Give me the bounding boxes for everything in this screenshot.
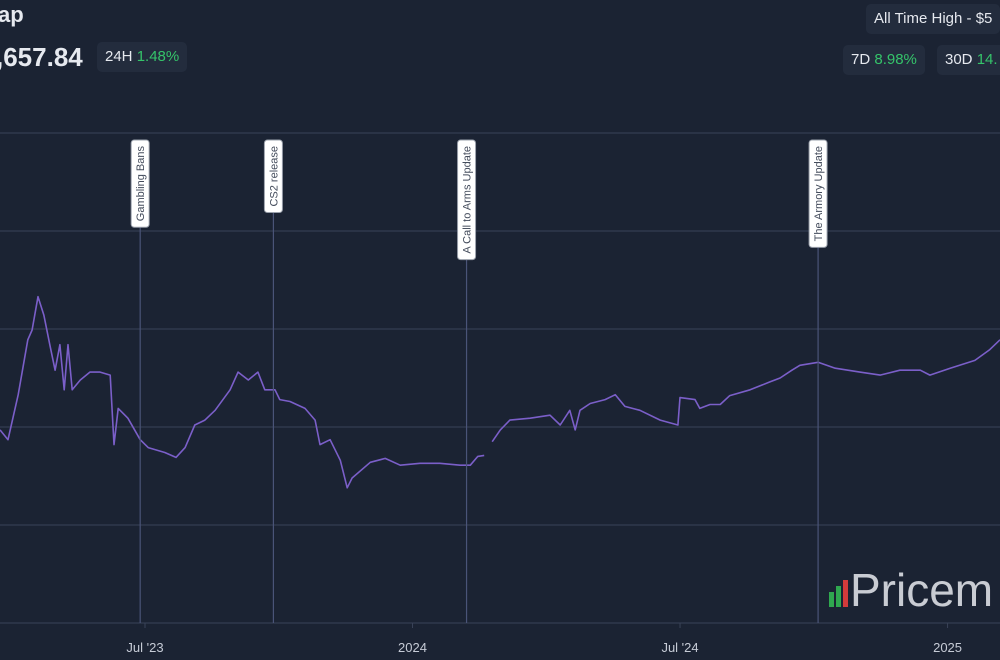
annotation-label: The Armory Update — [813, 146, 825, 241]
chip-30d: 30D 14. — [937, 45, 1000, 75]
chip-value: 1.48% — [136, 48, 180, 65]
icon-bar — [829, 592, 834, 607]
x-tick-label: Jul '23 — [126, 640, 163, 655]
annotation-label: Gambling Bans — [135, 146, 147, 222]
x-tick-label: 2025 — [933, 640, 962, 655]
chip-ath: All Time High - $5 — [866, 4, 1000, 34]
annotation-box — [130, 139, 150, 228]
icon-bar — [836, 586, 841, 607]
annotation: The Armory Update — [808, 139, 828, 623]
annotation: A Call to Arms Update — [457, 139, 477, 623]
title: ap — [0, 2, 24, 27]
annotation-box — [808, 139, 828, 248]
price: ,657.84 — [0, 42, 83, 72]
chip-value: 8.98% — [874, 51, 917, 68]
annotation: Gambling Bans — [130, 139, 150, 623]
chip-value: 14. — [976, 51, 998, 68]
chip-label: 24H — [105, 48, 133, 65]
chip-label: 30D — [945, 51, 973, 68]
watermark: Pricem — [850, 564, 993, 616]
annotation-label: CS2 release — [268, 146, 280, 207]
price-line — [0, 295, 1000, 489]
watermark-icon — [829, 580, 848, 607]
annotation-box — [263, 139, 283, 214]
chip-label: 7D — [851, 51, 871, 68]
chip-label: All Time High - $5 — [874, 10, 993, 27]
annotation: CS2 release — [263, 139, 283, 623]
chip-24h: 24H 1.48% — [97, 42, 188, 72]
x-tick-label: 2024 — [398, 640, 427, 655]
annotation-label: A Call to Arms Update — [462, 146, 474, 254]
chip-7d: 7D 8.98% — [843, 45, 925, 75]
icon-bar — [843, 580, 848, 607]
annotation-box — [457, 139, 477, 261]
x-tick-label: Jul '24 — [661, 640, 698, 655]
